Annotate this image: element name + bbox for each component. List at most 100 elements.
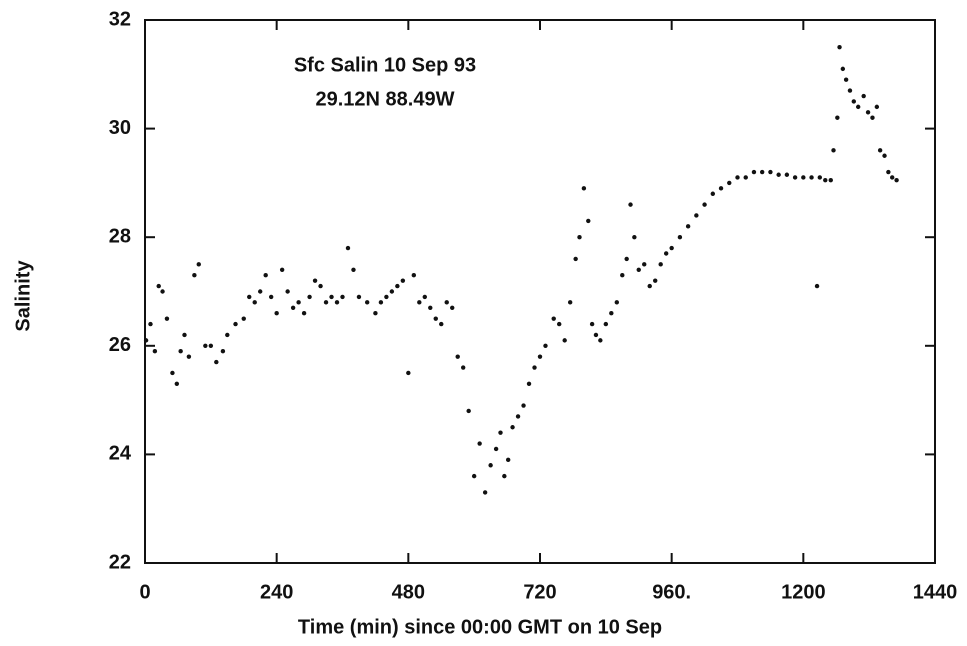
data-point	[669, 245, 674, 251]
data-point	[865, 110, 871, 115]
data-point	[653, 278, 658, 283]
data-point	[345, 245, 351, 251]
data-point	[855, 104, 861, 110]
data-point	[143, 338, 149, 343]
data-point	[178, 349, 183, 354]
data-point	[768, 169, 773, 175]
data-point	[515, 414, 521, 419]
y-tick-label: 32	[109, 8, 131, 30]
data-point	[356, 294, 362, 300]
data-point	[378, 300, 384, 305]
data-point	[743, 175, 748, 180]
data-point	[334, 300, 340, 305]
data-point	[433, 316, 438, 321]
data-point	[581, 186, 587, 191]
data-point	[735, 175, 740, 180]
data-point	[307, 294, 312, 300]
data-point	[809, 175, 814, 180]
data-point	[186, 354, 192, 359]
data-point	[290, 305, 296, 310]
data-point	[312, 278, 318, 283]
data-point	[628, 202, 633, 207]
data-point	[192, 273, 197, 278]
data-point	[882, 153, 887, 158]
data-point	[422, 294, 427, 300]
data-point	[894, 177, 899, 183]
data-point	[851, 99, 857, 104]
data-point	[274, 311, 279, 316]
data-point	[301, 311, 307, 316]
data-point	[279, 267, 285, 272]
data-point	[620, 273, 625, 278]
data-point	[296, 300, 301, 305]
data-point	[389, 289, 395, 294]
y-tick-label: 28	[109, 225, 131, 247]
y-tick-label: 24	[109, 443, 132, 465]
data-point	[505, 457, 511, 463]
data-point	[148, 321, 153, 327]
data-point	[677, 235, 683, 240]
data-point	[203, 343, 208, 348]
x-tick-label: 480	[392, 581, 425, 603]
data-point	[233, 321, 238, 327]
data-point	[373, 311, 378, 316]
data-point	[428, 305, 433, 310]
data-point	[776, 172, 781, 177]
data-point	[351, 267, 356, 272]
data-point	[685, 224, 691, 229]
data-point	[471, 473, 477, 479]
data-point	[263, 273, 268, 278]
data-point	[493, 446, 499, 452]
data-point	[156, 283, 161, 289]
data-point	[847, 88, 853, 93]
data-point	[450, 305, 455, 310]
data-point	[710, 191, 716, 196]
data-point	[658, 262, 663, 267]
data-point	[603, 321, 609, 327]
data-point	[526, 381, 532, 387]
data-point	[835, 115, 840, 120]
data-point	[395, 283, 400, 289]
data-point	[268, 294, 274, 300]
data-point	[384, 294, 389, 300]
x-axis-label: Time (min) since 00:00 GMT on 10 Sep	[298, 616, 662, 638]
data-point	[837, 44, 842, 50]
data-point	[220, 349, 226, 354]
data-point	[318, 283, 323, 289]
data-point	[482, 490, 488, 495]
data-point	[160, 289, 165, 294]
data-point	[164, 316, 170, 321]
chart-subtitle: 29.12N 88.49W	[316, 88, 455, 110]
data-point	[814, 283, 820, 289]
data-point	[455, 354, 460, 359]
x-tick-label: 0	[139, 581, 150, 603]
data-point	[792, 175, 798, 180]
data-point	[488, 463, 493, 468]
chart-title: Sfc Salin 10 Sep 93	[294, 54, 476, 76]
data-point	[252, 300, 257, 305]
data-point	[823, 177, 828, 183]
data-point	[874, 104, 880, 110]
data-point	[285, 289, 290, 294]
data-point	[444, 300, 449, 305]
data-point	[831, 148, 836, 153]
data-point	[609, 311, 614, 316]
data-point	[182, 332, 187, 338]
data-point	[817, 175, 822, 180]
data-point	[170, 370, 175, 376]
x-tick-label: 720	[523, 581, 556, 603]
data-point	[521, 403, 526, 408]
data-point	[364, 300, 370, 305]
data-point	[214, 359, 219, 365]
data-point	[174, 381, 180, 387]
plot-frame	[144, 19, 936, 564]
data-point	[557, 321, 562, 327]
data-point	[411, 273, 417, 278]
data-point	[208, 343, 214, 348]
data-point	[502, 473, 507, 479]
y-tick-label: 22	[109, 551, 131, 573]
x-tick-label: 1440	[913, 581, 958, 603]
x-tick-label: 1200	[781, 581, 826, 603]
data-point	[323, 300, 329, 305]
